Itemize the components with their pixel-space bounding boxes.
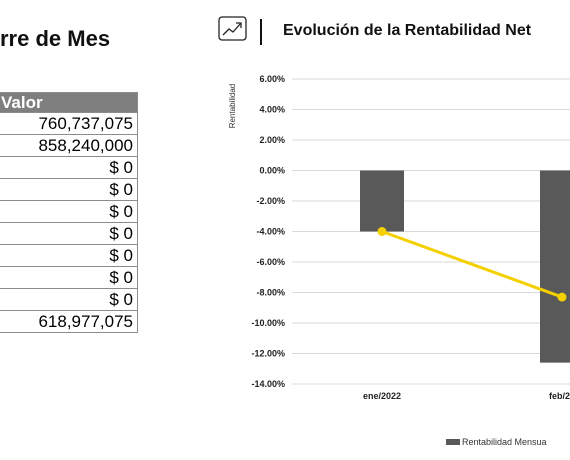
value-table: Valor 760,737,075 858,240,000 $ 0 $ 0 $ …: [0, 92, 138, 333]
y-tick-label: -4.00%: [256, 227, 285, 237]
y-axis-label: Rentabilidad: [228, 84, 237, 128]
chart-title: Evolución de la Rentabilidad Net: [283, 22, 532, 39]
y-tick-label: -12.00%: [251, 349, 285, 359]
line-series: [381, 230, 563, 299]
legend-swatch: [446, 438, 460, 445]
table-row: $ 0: [0, 244, 138, 267]
y-tick-label: 4.00%: [259, 105, 285, 115]
table-cell: 858,240,000: [0, 134, 138, 157]
line-point: [377, 227, 387, 236]
y-tick-label: 2.00%: [259, 135, 285, 145]
chart-legend: Rentabilidad Mensua: [446, 433, 547, 451]
y-tick-label: 0.00%: [259, 166, 285, 176]
table-row: 618,977,075: [0, 310, 138, 333]
y-tick-label: -10.00%: [251, 318, 285, 328]
bar: [360, 170, 404, 232]
line-point: [557, 292, 567, 302]
x-tick-label: ene/2022: [363, 391, 401, 401]
bar: [540, 170, 570, 363]
y-tick-label: -6.00%: [256, 257, 285, 267]
left-panel-title: rre de Mes: [0, 26, 111, 51]
x-tick-label: feb/20: [549, 391, 570, 401]
table-row: $ 0: [0, 156, 138, 179]
table-cell: 618,977,075: [0, 310, 138, 333]
y-tick-label: -2.00%: [256, 196, 285, 206]
legend-label: Rentabilidad Mensua: [462, 436, 547, 447]
y-tick-label: -14.00%: [251, 379, 285, 389]
title-separator: [260, 19, 262, 45]
table-cell: $ 0: [0, 156, 138, 179]
table-cell: $ 0: [0, 244, 138, 267]
table-row: 858,240,000: [0, 134, 138, 157]
trend-chart-icon: [218, 16, 248, 47]
y-tick-label: -8.00%: [256, 288, 285, 298]
y-tick-label: 6.00%: [259, 74, 285, 84]
